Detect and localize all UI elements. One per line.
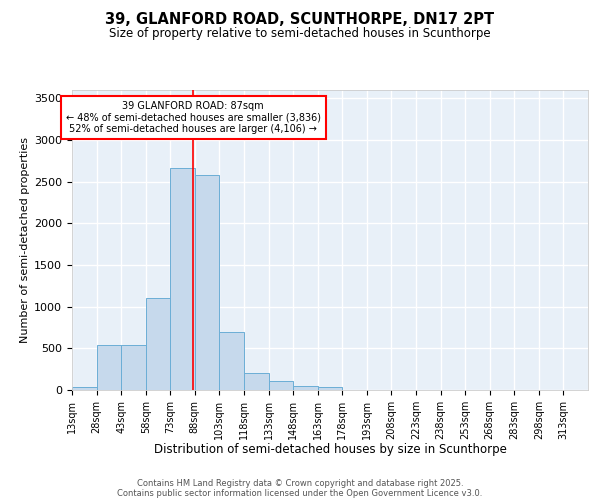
Text: Contains public sector information licensed under the Open Government Licence v3: Contains public sector information licen… <box>118 488 482 498</box>
Bar <box>318 386 342 390</box>
Bar <box>72 387 97 390</box>
Bar <box>170 168 195 390</box>
Bar <box>269 381 293 390</box>
Bar <box>146 298 170 390</box>
Bar <box>293 386 318 390</box>
Bar <box>121 344 146 390</box>
Text: 39 GLANFORD ROAD: 87sqm
← 48% of semi-detached houses are smaller (3,836)
52% of: 39 GLANFORD ROAD: 87sqm ← 48% of semi-de… <box>66 101 321 134</box>
Text: 39, GLANFORD ROAD, SCUNTHORPE, DN17 2PT: 39, GLANFORD ROAD, SCUNTHORPE, DN17 2PT <box>106 12 494 28</box>
X-axis label: Distribution of semi-detached houses by size in Scunthorpe: Distribution of semi-detached houses by … <box>154 444 506 456</box>
Bar <box>195 175 220 390</box>
Bar <box>97 344 121 390</box>
Bar <box>244 374 269 390</box>
Y-axis label: Number of semi-detached properties: Number of semi-detached properties <box>20 137 30 343</box>
Text: Size of property relative to semi-detached houses in Scunthorpe: Size of property relative to semi-detach… <box>109 28 491 40</box>
Bar <box>220 332 244 390</box>
Text: Contains HM Land Registry data © Crown copyright and database right 2025.: Contains HM Land Registry data © Crown c… <box>137 478 463 488</box>
